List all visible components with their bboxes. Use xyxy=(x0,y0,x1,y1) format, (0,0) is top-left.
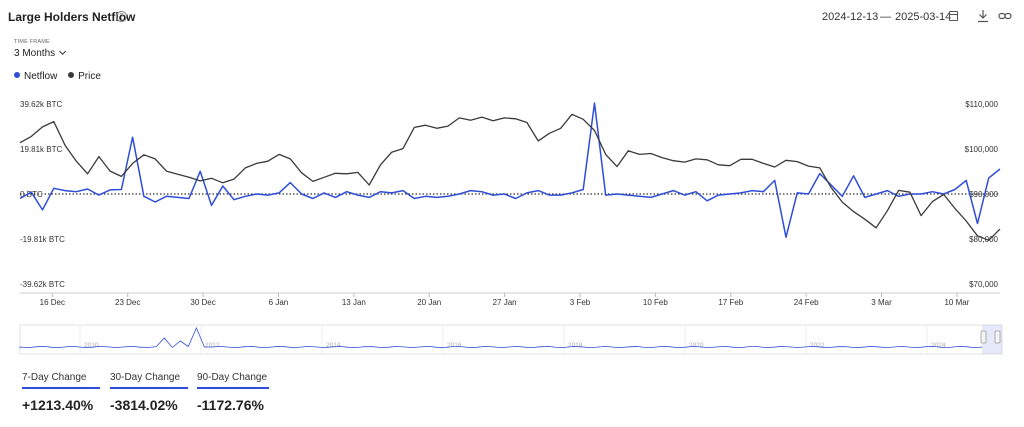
y-axis-right-tick-label: $70,000 xyxy=(969,280,998,289)
navigator-handle-left[interactable] xyxy=(980,330,987,344)
navigator-frame xyxy=(19,324,1003,355)
timeframe-value: 3 Months xyxy=(14,48,56,59)
y-axis-right-tick-label: $110,000 xyxy=(965,100,998,109)
link-icon[interactable] xyxy=(998,10,1012,22)
x-axis-tick-label: 3 Feb xyxy=(570,298,591,307)
stat-label: 90-Day Change xyxy=(197,372,269,389)
chart-header: Large Holders Netflow ? 2024-12-13 — 202… xyxy=(0,0,1024,34)
series-line-price xyxy=(19,113,1001,241)
navigator-year-label: 2022 xyxy=(810,342,825,349)
stat-90-day: 90-Day Change -1172.76% xyxy=(197,372,269,413)
download-icon[interactable] xyxy=(977,9,989,23)
navigator-year-label: 2016 xyxy=(447,342,462,349)
series-line-netflow xyxy=(19,102,1001,238)
navigator-year-label: 2018 xyxy=(568,342,583,349)
x-axis-tick-label: 16 Dec xyxy=(40,298,65,307)
navigator-handle-right[interactable] xyxy=(994,330,1001,344)
date-range-end[interactable]: 2025-03-14 xyxy=(895,11,952,23)
navigator-year-label: 2010 xyxy=(84,342,99,349)
y-axis-left-tick-label: 39.62k BTC xyxy=(20,100,62,109)
stat-7-day: 7-Day Change +1213.40% xyxy=(22,372,100,413)
legend-dot-price xyxy=(68,72,75,78)
chart-legend: Netflow Price xyxy=(14,71,109,82)
help-icon[interactable]: ? xyxy=(116,11,127,22)
navigator-year-label: 2014 xyxy=(326,342,341,349)
y-axis-left-tick-label: 19.81k BTC xyxy=(20,145,62,154)
legend-dot-netflow xyxy=(14,72,20,78)
stat-value: -3814.02% xyxy=(110,397,178,413)
stat-label: 7-Day Change xyxy=(22,372,100,389)
timeframe-select[interactable]: 3 Months xyxy=(14,47,67,59)
x-axis-tick-label: 17 Feb xyxy=(718,298,743,307)
x-axis-tick-label: 3 Mar xyxy=(871,298,892,307)
navigator-year-label: 2012 xyxy=(205,342,220,349)
date-range-start[interactable]: 2024-12-13 xyxy=(822,11,879,23)
x-axis-tick-label: 20 Jan xyxy=(417,298,441,307)
navigator-series-line xyxy=(19,326,983,349)
legend-label-price: Price xyxy=(78,71,101,82)
y-axis-left-tick-label: -19.81k BTC xyxy=(20,235,65,244)
x-axis-tick-label: 10 Mar xyxy=(944,298,969,307)
legend-item-netflow[interactable]: Netflow xyxy=(14,71,57,82)
y-axis-right-tick-label: $80,000 xyxy=(969,235,998,244)
y-axis-right-tick-label: $100,000 xyxy=(965,145,999,154)
x-axis-tick-label: 30 Dec xyxy=(190,298,215,307)
x-axis-tick-label: 24 Feb xyxy=(794,298,819,307)
timeframe-label: TIME FRAME xyxy=(14,39,50,45)
navigator-year-label: 2024 xyxy=(931,342,946,349)
stat-value: -1172.76% xyxy=(197,397,264,413)
stat-label: 30-Day Change xyxy=(110,372,188,389)
legend-item-price[interactable]: Price xyxy=(68,71,101,82)
x-axis-tick-label: 13 Jan xyxy=(342,298,366,307)
x-axis-tick-label: 23 Dec xyxy=(115,298,140,307)
page-title: Large Holders Netflow xyxy=(8,10,136,24)
navigator-year-label: 2020 xyxy=(689,342,704,349)
x-axis-tick-label: 10 Feb xyxy=(643,298,668,307)
range-navigator[interactable]: 2010 2012 2014 2016 2018 2020 2022 2024 xyxy=(0,320,1024,360)
x-axis-tick-label: 27 Jan xyxy=(493,298,517,307)
stat-30-day: 30-Day Change -3814.02% xyxy=(110,372,188,413)
y-axis-left-tick-label: -39.62k BTC xyxy=(20,280,65,289)
stat-value: +1213.40% xyxy=(22,397,94,413)
calendar-icon[interactable] xyxy=(949,11,958,21)
date-range-separator: — xyxy=(880,11,891,23)
legend-label-netflow: Netflow xyxy=(24,71,58,82)
x-axis-tick-label: 6 Jan xyxy=(269,298,289,307)
